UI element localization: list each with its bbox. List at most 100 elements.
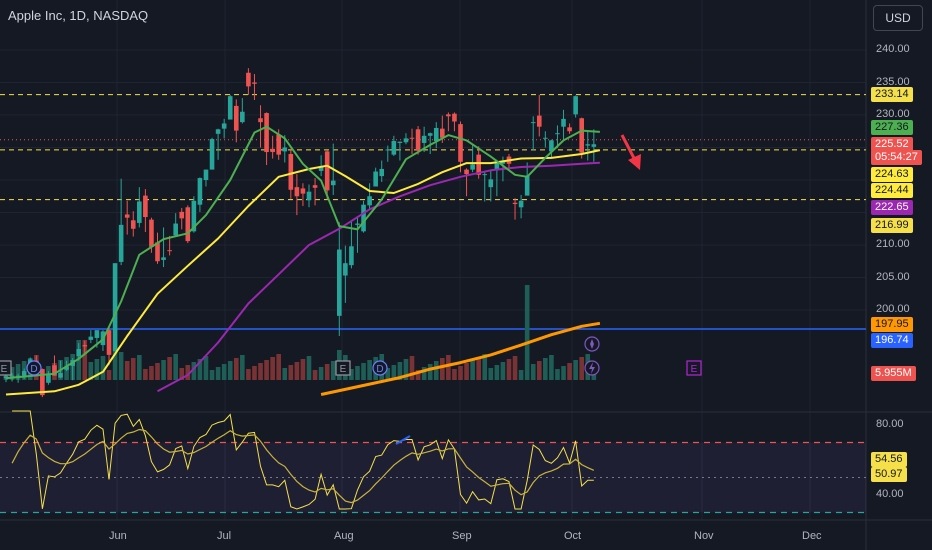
volume-bar xyxy=(197,359,203,380)
candle-body xyxy=(312,185,318,188)
earnings-marker-icon: E xyxy=(340,364,347,375)
candle-body xyxy=(361,204,366,232)
candle-body xyxy=(112,263,118,352)
candle-body xyxy=(318,166,324,171)
price-label-support: 196.74 xyxy=(871,333,913,348)
volume-bar xyxy=(155,363,160,380)
candle-body xyxy=(415,129,421,151)
candle-body xyxy=(3,376,9,379)
rsi-trend-segment xyxy=(395,435,411,445)
candle-body xyxy=(258,118,263,123)
price-label-ma-mid-a: 224.63 xyxy=(871,167,913,182)
time-tick: Aug xyxy=(334,530,354,542)
candle-body xyxy=(543,137,548,139)
price-label-last: 225.52 xyxy=(871,137,913,152)
earnings-marker-icon: E xyxy=(691,364,698,375)
volume-bar xyxy=(191,362,197,380)
candle-body xyxy=(246,72,251,87)
volume-bar xyxy=(161,360,166,380)
price-tick: 230.00 xyxy=(876,108,910,120)
time-tick: Jul xyxy=(217,530,232,542)
volume-bar xyxy=(94,359,100,380)
volume-bar xyxy=(512,356,518,380)
volume-bar xyxy=(112,352,118,380)
price-label-ma-long: 197.95 xyxy=(871,317,913,332)
candle-body xyxy=(209,139,215,170)
candle-body xyxy=(367,196,372,206)
volume-bar xyxy=(561,366,566,380)
volume-bar xyxy=(530,364,536,380)
candle-body xyxy=(427,133,433,136)
volume-bar xyxy=(203,356,209,380)
volume-bar xyxy=(524,285,530,380)
volume-bar xyxy=(500,362,506,380)
time-tick: Oct xyxy=(564,530,582,542)
volume-bar xyxy=(549,355,554,380)
candle-body xyxy=(21,371,27,376)
candle-body xyxy=(452,113,457,122)
candle-body xyxy=(58,373,63,378)
candle-body xyxy=(591,144,597,147)
time-tick: Sep xyxy=(452,530,472,542)
volume-bar xyxy=(15,364,21,380)
volume-bar xyxy=(349,369,354,380)
price-tick: 235.00 xyxy=(876,75,910,88)
volume-bar xyxy=(264,360,269,380)
candle-body xyxy=(185,207,191,242)
candle-body xyxy=(440,128,445,138)
earnings-marker-icon-box xyxy=(0,360,12,376)
rsi-value-a: 54.56 xyxy=(871,452,907,467)
time-tick: Nov xyxy=(694,530,714,542)
price-label-ma-slow: 222.65 xyxy=(871,200,913,215)
candle-body xyxy=(173,223,178,236)
candle-body xyxy=(270,148,275,153)
volume-bar xyxy=(173,354,178,380)
candle-body xyxy=(149,219,154,247)
candle-body xyxy=(409,137,415,139)
earnings-marker-icon-box xyxy=(335,360,351,376)
candle-body xyxy=(567,127,572,132)
volume-bar xyxy=(118,352,124,380)
overlays: D DEE E xyxy=(0,134,702,376)
candle-body xyxy=(530,122,536,124)
candle-body xyxy=(306,191,312,201)
rsi-value-b: 50.97 xyxy=(871,467,907,482)
dividend-marker-icon: D xyxy=(30,364,37,375)
ma-long-line xyxy=(320,321,601,396)
volume-bar xyxy=(82,340,88,380)
candle-body xyxy=(252,82,257,84)
candle-body xyxy=(585,144,591,146)
volume-bar xyxy=(270,357,275,380)
candle-body xyxy=(470,164,475,170)
candle-body xyxy=(579,118,584,153)
price-tick: 240.00 xyxy=(876,43,910,55)
volume-bar xyxy=(137,355,142,380)
rsi-tick-80: 80.00 xyxy=(876,418,904,430)
volume-bar xyxy=(221,364,227,380)
candle-body xyxy=(52,365,57,376)
candle-body xyxy=(167,250,172,252)
down-arrow-head-icon xyxy=(628,154,641,170)
candle-body xyxy=(276,134,281,155)
candle-body xyxy=(337,249,342,316)
ma-fast-line xyxy=(5,125,600,380)
candle-body xyxy=(64,366,69,370)
volume-bar xyxy=(318,367,324,380)
rsi-line xyxy=(12,410,594,510)
candle-body xyxy=(561,118,566,127)
volume-bar xyxy=(215,367,221,380)
volume-bar xyxy=(385,368,391,380)
volume-bar xyxy=(361,363,366,380)
volume-bar xyxy=(567,363,572,380)
candle-body xyxy=(300,188,306,194)
volume-bar xyxy=(403,359,409,380)
moving-averages xyxy=(5,125,601,396)
candle-body xyxy=(524,175,530,196)
volume-bar xyxy=(433,361,439,380)
candle-body xyxy=(161,257,166,260)
currency-button[interactable]: USD xyxy=(873,5,923,31)
candle-body xyxy=(82,345,88,347)
plot-background xyxy=(0,0,866,550)
candle-body xyxy=(137,201,142,223)
